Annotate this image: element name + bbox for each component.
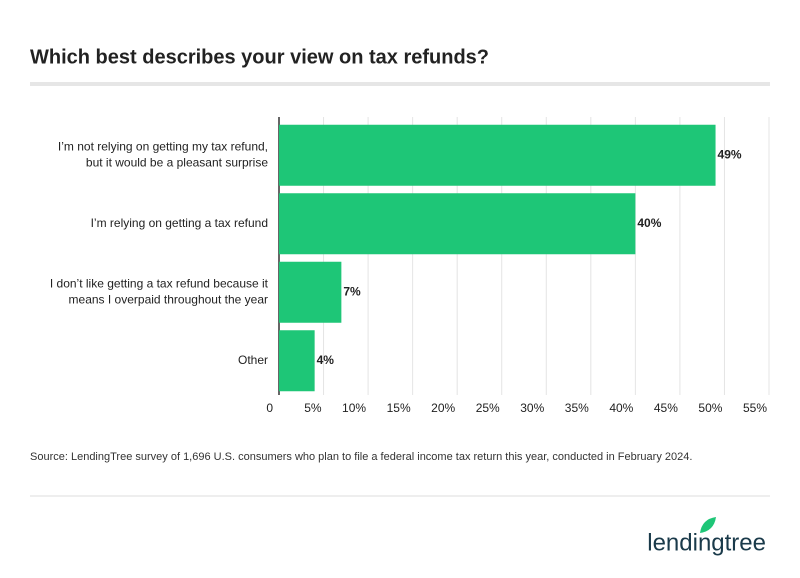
chart-title: Which best describes your view on tax re…: [30, 46, 489, 68]
title-rule: [30, 82, 770, 86]
source-note: Source: LendingTree survey of 1,696 U.S.…: [30, 451, 692, 463]
value-label: 7%: [343, 284, 361, 298]
x-tick-label: 25%: [476, 401, 500, 415]
x-tick-label: 35%: [565, 401, 589, 415]
x-tick-label: 5%: [304, 401, 322, 415]
bar: [279, 124, 716, 186]
category-label: I’m relying on getting a tax refund: [91, 216, 268, 230]
value-label: 40%: [637, 216, 661, 230]
x-tick-label: 20%: [431, 401, 455, 415]
value-label: 49%: [718, 147, 742, 161]
category-label: I’m not relying on getting my tax refund…: [58, 139, 268, 169]
category-label: Other: [238, 353, 268, 367]
bar: [279, 193, 636, 255]
x-tick-label: 10%: [342, 401, 366, 415]
value-label: 4%: [317, 353, 335, 367]
x-tick-label: 45%: [654, 401, 678, 415]
bar: [279, 330, 315, 392]
category-label: I don’t like getting a tax refund becaus…: [50, 276, 269, 306]
x-tick-label: 40%: [609, 401, 633, 415]
x-tick-label: 55%: [743, 401, 767, 415]
x-tick-label: 50%: [698, 401, 722, 415]
logo: lendingtree: [647, 517, 766, 556]
x-tick-label: 0: [266, 401, 273, 415]
x-tick-label: 30%: [520, 401, 544, 415]
x-tick-label: 15%: [387, 401, 411, 415]
brand-name: lendingtree: [647, 529, 766, 556]
bar: [279, 261, 342, 323]
logo-leaf: [700, 517, 716, 533]
